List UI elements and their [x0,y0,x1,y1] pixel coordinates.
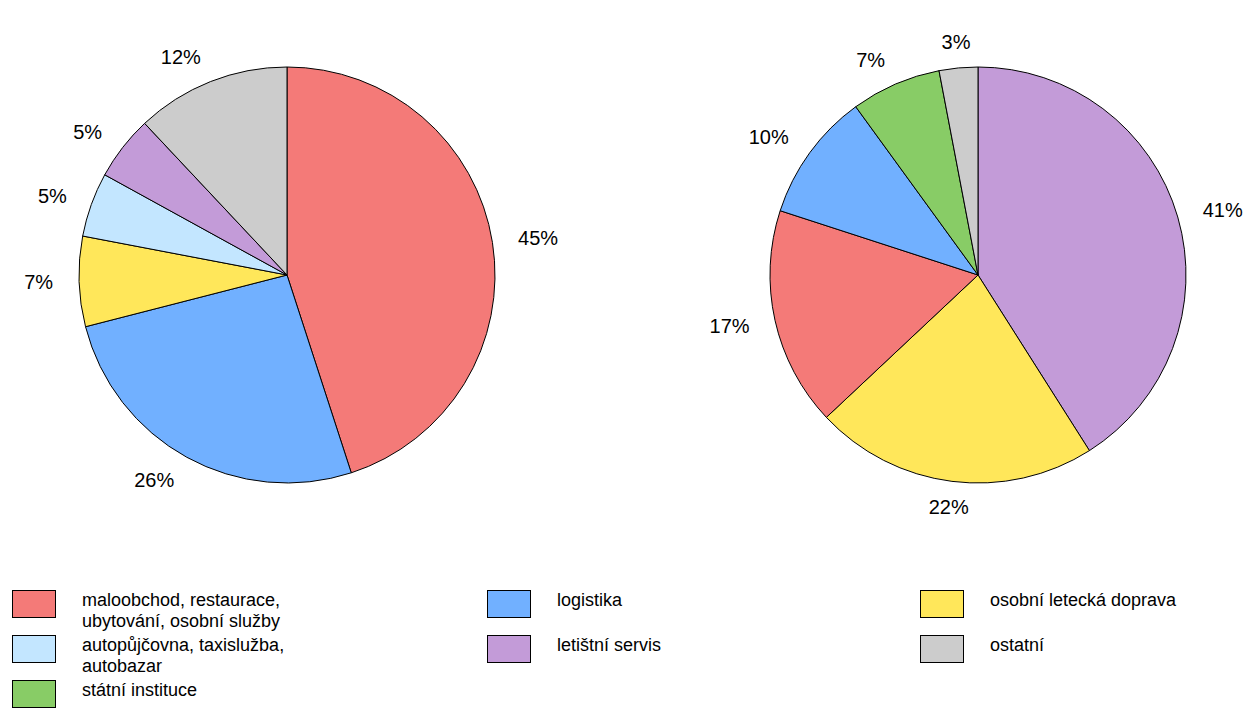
svg-text:5%: 5% [73,121,102,143]
svg-text:26%: 26% [134,469,174,491]
svg-text:22%: 22% [929,496,969,518]
html-text:logistika: logistika [557,590,622,610]
svg-text:3%: 3% [942,31,971,53]
svg-text:5%: 5% [38,185,67,207]
svg-text:7%: 7% [24,271,53,293]
html-text:osobní letecká doprava: osobní letecká doprava [990,590,1177,610]
html-text:letištní servis: letištní servis [557,635,661,655]
html-text:ostatní: ostatní [990,635,1044,655]
svg-text:12%: 12% [161,46,201,68]
svg-text:45%: 45% [518,227,558,249]
html-text:maloobchod, restaurace, ubytov: maloobchod, restaurace, ubytování, osobn… [82,590,281,631]
svg-text:10%: 10% [749,126,789,148]
html-text:státní instituce: státní instituce [82,680,198,700]
svg-text:41%: 41% [1203,199,1242,221]
svg-text:7%: 7% [856,49,885,71]
svg-text:17%: 17% [710,315,750,337]
html-text:autopůjčovna, taxislužba, auto: autopůjčovna, taxislužba, autobazar [82,635,285,676]
